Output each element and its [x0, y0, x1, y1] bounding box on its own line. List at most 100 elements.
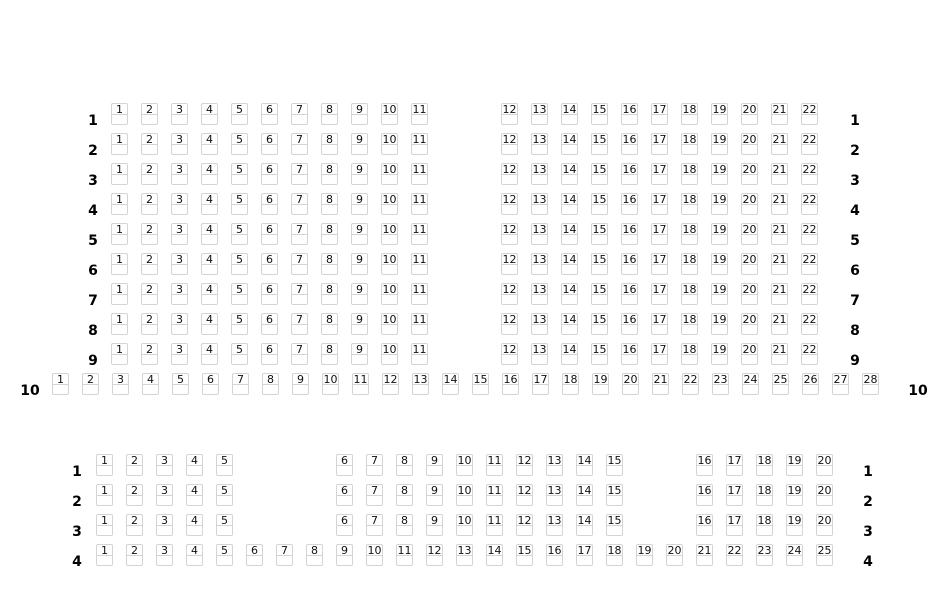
seat[interactable]: 10	[381, 253, 398, 275]
seat[interactable]: 5	[231, 343, 248, 365]
seat[interactable]: 5	[231, 223, 248, 245]
seat[interactable]: 14	[561, 253, 578, 275]
seat[interactable]: 4	[201, 343, 218, 365]
seat[interactable]: 13	[531, 223, 548, 245]
seat[interactable]: 17	[651, 313, 668, 335]
seat[interactable]: 5	[231, 193, 248, 215]
seat[interactable]: 20	[741, 313, 758, 335]
seat[interactable]: 19	[786, 484, 803, 506]
seat[interactable]: 21	[771, 163, 788, 185]
seat[interactable]: 22	[801, 133, 818, 155]
seat[interactable]: 19	[592, 373, 609, 395]
seat[interactable]: 3	[171, 253, 188, 275]
seat[interactable]: 14	[561, 223, 578, 245]
seat[interactable]: 21	[771, 223, 788, 245]
seat[interactable]: 10	[456, 514, 473, 536]
seat[interactable]: 16	[621, 133, 638, 155]
seat[interactable]: 18	[681, 223, 698, 245]
seat[interactable]: 17	[726, 484, 743, 506]
seat[interactable]: 8	[262, 373, 279, 395]
seat[interactable]: 10	[381, 163, 398, 185]
seat[interactable]: 23	[712, 373, 729, 395]
seat[interactable]: 19	[786, 454, 803, 476]
seat[interactable]: 5	[231, 283, 248, 305]
seat[interactable]: 19	[711, 283, 728, 305]
seat[interactable]: 9	[351, 193, 368, 215]
seat[interactable]: 2	[141, 223, 158, 245]
seat[interactable]: 14	[561, 193, 578, 215]
seat[interactable]: 18	[562, 373, 579, 395]
seat[interactable]: 20	[741, 193, 758, 215]
seat[interactable]: 16	[621, 223, 638, 245]
seat[interactable]: 17	[651, 223, 668, 245]
seat[interactable]: 18	[681, 283, 698, 305]
seat[interactable]: 20	[741, 223, 758, 245]
seat[interactable]: 9	[351, 163, 368, 185]
seat[interactable]: 5	[231, 103, 248, 125]
seat[interactable]: 8	[321, 163, 338, 185]
seat[interactable]: 5	[231, 253, 248, 275]
seat[interactable]: 17	[651, 283, 668, 305]
seat[interactable]: 4	[142, 373, 159, 395]
seat[interactable]: 8	[321, 133, 338, 155]
seat[interactable]: 19	[711, 163, 728, 185]
seat[interactable]: 16	[621, 103, 638, 125]
seat[interactable]: 11	[486, 484, 503, 506]
seat[interactable]: 16	[621, 343, 638, 365]
seat[interactable]: 1	[52, 373, 69, 395]
seat[interactable]: 1	[111, 283, 128, 305]
seat[interactable]: 20	[816, 514, 833, 536]
seat[interactable]: 17	[532, 373, 549, 395]
seat[interactable]: 12	[382, 373, 399, 395]
seat[interactable]: 19	[711, 343, 728, 365]
seat[interactable]: 13	[531, 163, 548, 185]
seat[interactable]: 22	[801, 343, 818, 365]
seat[interactable]: 10	[322, 373, 339, 395]
seat[interactable]: 25	[816, 544, 833, 566]
seat[interactable]: 2	[141, 343, 158, 365]
seat[interactable]: 11	[411, 133, 428, 155]
seat[interactable]: 22	[801, 253, 818, 275]
seat[interactable]: 17	[651, 103, 668, 125]
seat[interactable]: 22	[801, 283, 818, 305]
seat[interactable]: 4	[186, 544, 203, 566]
seat[interactable]: 12	[516, 484, 533, 506]
seat[interactable]: 22	[801, 163, 818, 185]
seat[interactable]: 1	[111, 343, 128, 365]
seat[interactable]: 18	[756, 514, 773, 536]
seat[interactable]: 1	[96, 454, 113, 476]
seat[interactable]: 16	[621, 313, 638, 335]
seat[interactable]: 7	[291, 223, 308, 245]
seat[interactable]: 12	[501, 313, 518, 335]
seat[interactable]: 1	[111, 103, 128, 125]
seat[interactable]: 1	[96, 484, 113, 506]
seat[interactable]: 19	[711, 103, 728, 125]
seat[interactable]: 21	[771, 343, 788, 365]
seat[interactable]: 20	[741, 133, 758, 155]
seat[interactable]: 9	[426, 484, 443, 506]
seat[interactable]: 10	[456, 454, 473, 476]
seat[interactable]: 16	[502, 373, 519, 395]
seat[interactable]: 13	[531, 343, 548, 365]
seat[interactable]: 18	[681, 253, 698, 275]
seat[interactable]: 16	[696, 454, 713, 476]
seat[interactable]: 14	[576, 484, 593, 506]
seat[interactable]: 15	[591, 163, 608, 185]
seat[interactable]: 19	[711, 223, 728, 245]
seat[interactable]: 16	[621, 253, 638, 275]
seat[interactable]: 16	[621, 163, 638, 185]
seat[interactable]: 4	[201, 313, 218, 335]
seat[interactable]: 2	[126, 454, 143, 476]
seat[interactable]: 14	[561, 163, 578, 185]
seat[interactable]: 27	[832, 373, 849, 395]
seat[interactable]: 18	[606, 544, 623, 566]
seat[interactable]: 15	[591, 343, 608, 365]
seat[interactable]: 5	[216, 514, 233, 536]
seat[interactable]: 6	[336, 454, 353, 476]
seat[interactable]: 2	[141, 253, 158, 275]
seat[interactable]: 20	[666, 544, 683, 566]
seat[interactable]: 12	[426, 544, 443, 566]
seat[interactable]: 4	[201, 253, 218, 275]
seat[interactable]: 6	[261, 103, 278, 125]
seat[interactable]: 3	[156, 544, 173, 566]
